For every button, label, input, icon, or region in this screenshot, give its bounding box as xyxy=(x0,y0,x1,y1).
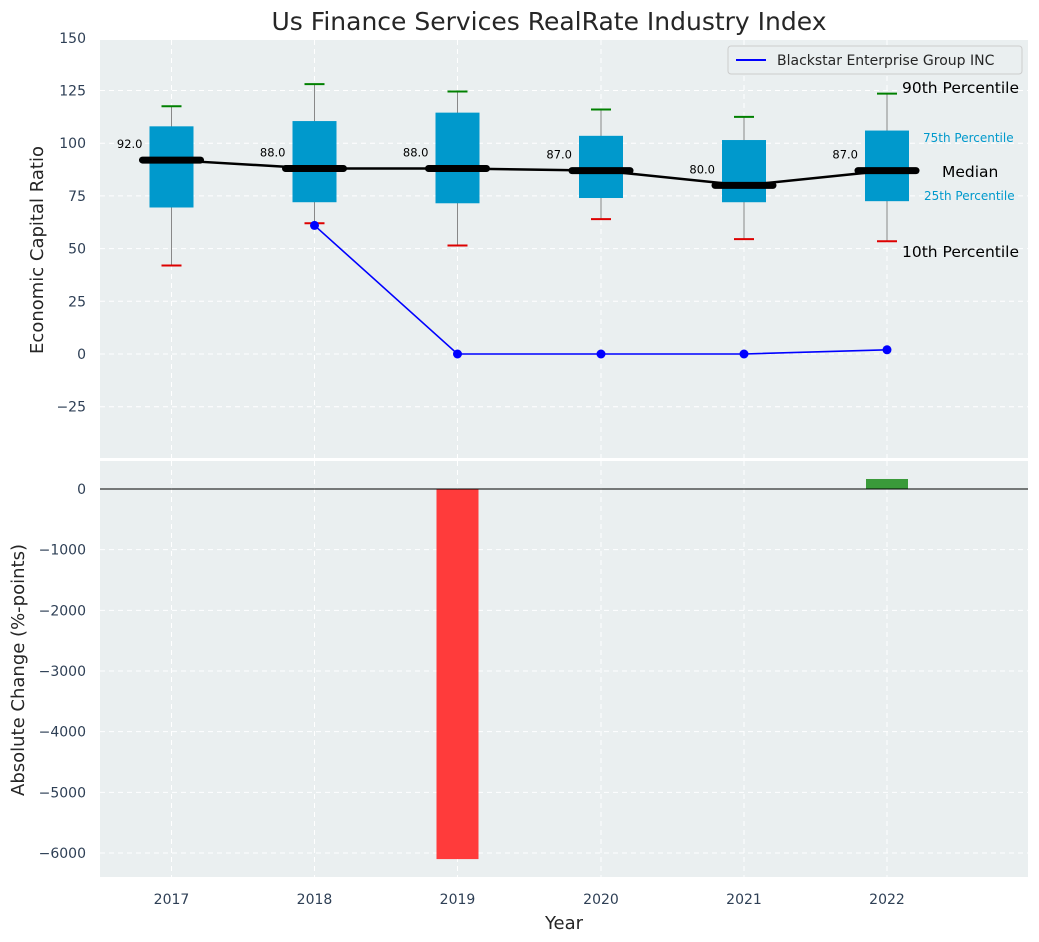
median-label-2017: 92.0 xyxy=(117,137,143,151)
bottom-panel-background xyxy=(100,461,1028,877)
median-value-labels: 92.0 88.0 88.0 87.0 80.0 87.0 xyxy=(117,137,858,176)
company-point-2018 xyxy=(310,220,319,230)
median-label-2019: 88.0 xyxy=(403,145,429,159)
top-y-tick-label: 25 xyxy=(68,294,86,310)
company-point-2022 xyxy=(882,345,892,355)
top-y-tick-label: 150 xyxy=(59,31,86,47)
box-iqr xyxy=(579,135,623,199)
bottom-y-tick-label: −2000 xyxy=(39,603,86,619)
median-label-2018: 88.0 xyxy=(260,145,286,159)
x-tick-labels: 2017 2018 2019 2020 2021 2022 xyxy=(154,892,905,908)
bottom-y-axis-label: Absolute Change (%-points) xyxy=(8,544,29,796)
annotation-75th-percentile: 75th Percentile xyxy=(923,131,1014,145)
median-label-2022: 87.0 xyxy=(832,148,858,162)
legend-box xyxy=(727,45,1023,75)
top-y-tick-label: −25 xyxy=(56,400,86,416)
x-tick-label-2020: 2020 xyxy=(583,892,619,908)
chart-title: Us Finance Services RealRate Industry In… xyxy=(272,7,827,36)
box-2022 xyxy=(854,92,920,243)
legend-label: Blackstar Enterprise Group INC xyxy=(777,53,995,69)
top-y-tick-label: 125 xyxy=(59,84,86,100)
top-y-tick-label: 50 xyxy=(68,242,86,258)
company-point-2019 xyxy=(453,349,462,359)
box-iqr xyxy=(292,121,337,203)
annotation-median: Median xyxy=(942,163,998,181)
median-label-2020: 87.0 xyxy=(546,148,572,162)
top-y-tick-label: 75 xyxy=(68,189,86,205)
top-y-tick-label: 0 xyxy=(77,347,86,363)
x-tick-label-2017: 2017 xyxy=(154,892,190,908)
median-label-2021: 80.0 xyxy=(689,162,715,176)
x-tick-label-2018: 2018 xyxy=(297,892,333,908)
top-y-axis-label: Economic Capital Ratio xyxy=(27,146,48,354)
bottom-y-tick-label: −3000 xyxy=(39,664,86,680)
change-bar-2022 xyxy=(866,478,908,489)
box-iqr xyxy=(722,140,766,203)
x-tick-label-2022: 2022 xyxy=(869,892,905,908)
x-axis-label: Year xyxy=(544,913,584,934)
change-bars-group xyxy=(436,478,908,860)
box-iqr xyxy=(865,130,909,202)
annotation-10th-percentile: 10th Percentile xyxy=(902,243,1019,261)
annotation-25th-percentile: 25th Percentile xyxy=(924,189,1015,203)
company-point-2021 xyxy=(739,349,749,359)
bottom-y-tick-label: −4000 xyxy=(39,725,86,741)
bottom-y-tick-labels: 0 −1000 −2000 −3000 −4000 −5000 −6000 xyxy=(39,482,86,862)
median-trend-line xyxy=(171,158,888,187)
bottom-y-tick-label: −6000 xyxy=(39,846,86,862)
bottom-y-tick-label: 0 xyxy=(77,482,86,498)
box-2017 xyxy=(139,105,204,267)
bottom-y-tick-label: −1000 xyxy=(39,543,86,559)
legend: Blackstar Enterprise Group INC xyxy=(727,45,1023,75)
median-trend-group xyxy=(171,158,888,187)
top-y-tick-label: 100 xyxy=(59,136,86,152)
box-iqr xyxy=(435,112,480,204)
change-bar-2019 xyxy=(436,489,479,860)
x-tick-label-2019: 2019 xyxy=(440,892,476,908)
box-iqr xyxy=(149,126,194,208)
company-point-2020 xyxy=(596,349,606,359)
annotation-90th-percentile: 90th Percentile xyxy=(902,79,1019,97)
company-series-group xyxy=(310,220,892,359)
bottom-y-tick-label: −5000 xyxy=(39,785,86,801)
x-tick-label-2021: 2021 xyxy=(726,892,762,908)
top-y-tick-labels: 150 125 100 75 50 25 0 −25 xyxy=(56,31,86,416)
